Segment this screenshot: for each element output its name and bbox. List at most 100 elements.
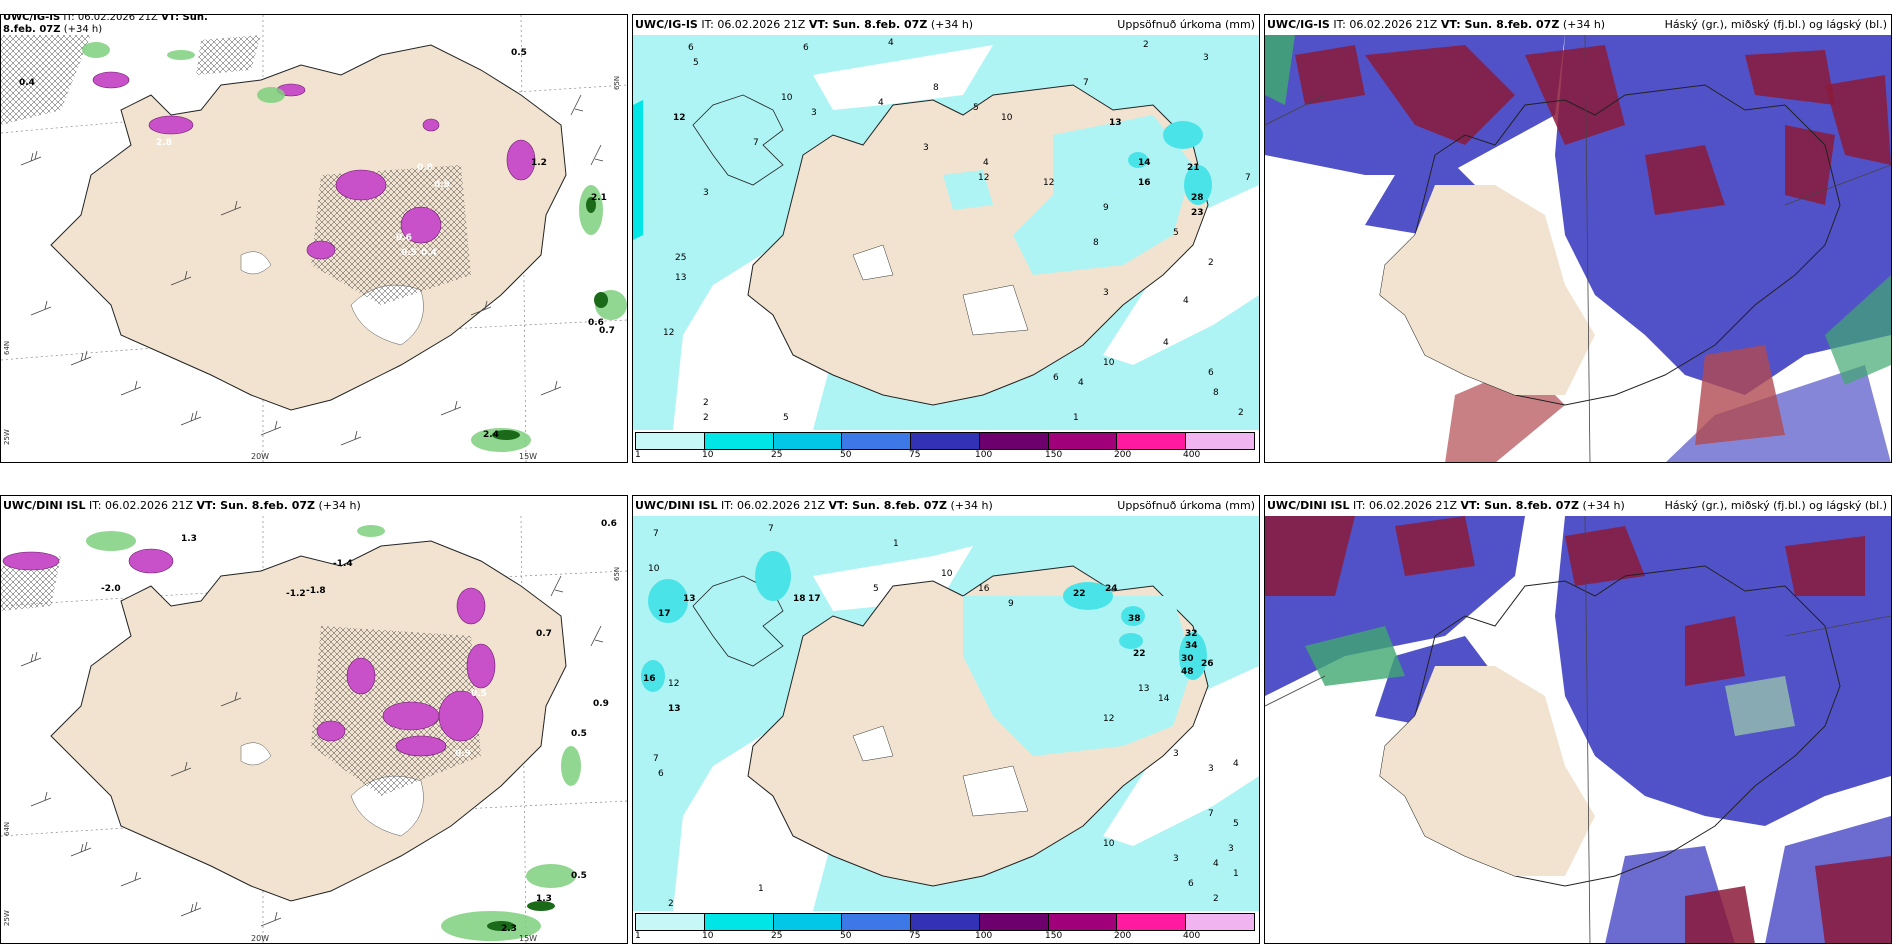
colorbar-label: 1 [635, 450, 641, 460]
value-label: 4 [1163, 338, 1169, 348]
value-label: -1.4 [333, 559, 353, 569]
lead-time: (+34 h) [318, 499, 361, 512]
colorbar-label: 75 [909, 450, 921, 460]
value-label: 7 [1083, 78, 1089, 88]
value-label: 7 [1245, 173, 1251, 183]
init-time: IT: 06.02.2026 21Z [721, 499, 826, 512]
colorbar-swatch [1048, 914, 1118, 930]
panel-top-middle-ig-is-precip: UWC/IG-IS IT: 06.02.2026 21Z VT: Sun. 8.… [632, 14, 1260, 463]
value-label: 17 [658, 609, 671, 619]
panel-header: UWC/IG-IS IT: 06.02.2026 21Z VT: Sun. 8.… [3, 14, 233, 35]
lon-label: 20W [251, 452, 269, 461]
value-label: 22 [1073, 589, 1086, 599]
value-label: 0.6 [396, 233, 412, 243]
panel-top-left-ig-is-wind: 0.4 0.5 2.8 1.2 2.1 0.6 0.7 0.8 0.9 0.5 … [0, 14, 628, 463]
value-label: 10 [1103, 358, 1115, 368]
value-label: 8 [1213, 388, 1219, 398]
panel-header: UWC/DINI ISL IT: 06.02.2026 21Z VT: Sun.… [1267, 498, 1887, 514]
value-label: 0.9 [455, 749, 471, 759]
lon-label: 15W [519, 452, 537, 461]
init-time: IT: 06.02.2026 21Z [63, 14, 158, 23]
init-time: IT: 06.02.2026 21Z [1333, 18, 1438, 31]
value-label: 6 [1188, 879, 1194, 889]
value-label: 2 [1208, 258, 1214, 268]
value-label: 10 [941, 569, 953, 579]
panel-bottom-right-dini-isl-clouds: UWC/DINI ISL IT: 06.02.2026 21Z VT: Sun.… [1264, 495, 1892, 944]
value-label: 13 [668, 704, 681, 714]
value-label: 26 [1201, 659, 1214, 669]
colorbar-swatch [704, 433, 774, 449]
value-label: 0.5 [471, 689, 487, 699]
value-label: 2.1 [591, 193, 607, 203]
value-label: 14 [1138, 158, 1151, 168]
valid-time: VT: Sun. 8.feb. 07Z [828, 499, 947, 512]
value-label: 2 [1213, 894, 1219, 904]
value-label: 9 [1008, 599, 1014, 609]
colorbar-label: 100 [975, 450, 993, 460]
parameter-label: Háský (gr.), miðský (fj.bl.) og lágský (… [1664, 17, 1887, 33]
value-label: 5 [973, 103, 979, 113]
colorbar-label: 50 [840, 931, 852, 941]
value-label: 34 [1185, 641, 1198, 651]
colorbar-label: 200 [1114, 931, 1132, 941]
colorbar-swatch [636, 433, 705, 449]
colorbar-swatch [979, 433, 1049, 449]
value-label: 3 [703, 188, 709, 198]
map-area: 0.6 1.3 -2.0 -1.4 -1.2 -1.8 0.7 0.9 0.5 … [1, 516, 627, 943]
value-label: 3 [811, 108, 817, 118]
colorbar-swatch [1048, 433, 1118, 449]
lead-time: (+34 [63, 24, 89, 35]
value-label: 4 [888, 38, 894, 48]
value-label: 10 [1001, 113, 1013, 123]
value-label: 16 [643, 674, 656, 684]
valid-time: VT: Sun. 8.feb. 07Z [808, 18, 928, 31]
colorbar-swatch [773, 914, 843, 930]
colorbar-swatch [773, 433, 843, 449]
value-label: 28 [1191, 193, 1204, 203]
lon-label: 15W [519, 934, 537, 943]
value-label: 5 [1233, 819, 1239, 829]
panel-header: UWC/IG-IS IT: 06.02.2026 21Z VT: Sun. 8.… [1267, 17, 1887, 33]
value-label: 6 [658, 769, 664, 779]
value-label: 17 [808, 594, 821, 604]
value-label: 8 [933, 83, 939, 93]
lon-label: 20W [251, 934, 269, 943]
value-label: 2.4 [483, 430, 499, 440]
value-label: 0.9 [434, 180, 450, 190]
lead-time: (+34 h) [1562, 18, 1606, 31]
value-label: 32 [1185, 629, 1198, 639]
value-label: 0.6 [588, 318, 604, 328]
value-label: 3 [1208, 764, 1214, 774]
colorbar-label: 100 [975, 931, 993, 941]
value-label: 0.7 [599, 326, 615, 336]
value-label: 5 [693, 58, 699, 68]
init-time: IT: 06.02.2026 21Z [89, 499, 194, 512]
value-label: 23 [1191, 208, 1204, 218]
lat-label: 65N [613, 567, 621, 581]
map-area: 0.4 0.5 2.8 1.2 2.1 0.6 0.7 0.8 0.9 0.5 … [1, 15, 627, 462]
lat-label: 25W [3, 910, 11, 926]
value-label: 18 [793, 594, 806, 604]
value-label: 2.3 [501, 924, 517, 934]
panel-top-right-ig-is-clouds: UWC/IG-IS IT: 06.02.2026 21Z VT: Sun. 8.… [1264, 14, 1892, 463]
value-label: 7 [653, 754, 659, 764]
valid-time: VT: Sun. 8.feb. 07Z [3, 14, 208, 35]
value-label: 7 [653, 529, 659, 539]
value-label: 10 [781, 93, 793, 103]
value-label: 16 [1138, 178, 1151, 188]
colorbar-labels: 1 10 25 50 75 100 150 200 400 [635, 450, 1255, 462]
value-label: 4 [878, 98, 884, 108]
colorbar-swatch [911, 914, 980, 930]
value-label: 14 [1158, 694, 1170, 704]
value-label: 0.5 [571, 871, 587, 881]
colorbar [635, 432, 1255, 450]
model-label: UWC/DINI ISL [3, 499, 86, 512]
colorbar [635, 913, 1255, 931]
value-label: 1 [1073, 413, 1079, 423]
value-label: 0.9 [593, 699, 609, 709]
value-label: 12 [668, 679, 679, 689]
value-label: 1 [1233, 869, 1239, 879]
colorbar-swatch [704, 914, 774, 930]
colorbar-swatch [842, 914, 912, 930]
value-label: 12 [673, 113, 686, 123]
